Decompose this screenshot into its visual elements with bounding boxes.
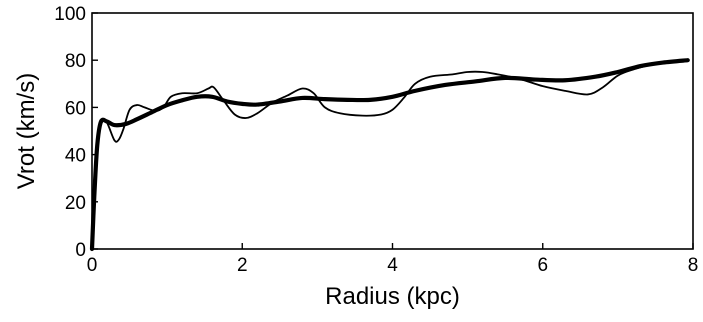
series-line-thin (91, 59, 689, 250)
y-tick-label: 40 (65, 146, 86, 167)
y-tick-label: 60 (65, 98, 86, 119)
data-series-layer (89, 58, 690, 252)
x-tick-label: 6 (537, 255, 548, 276)
y-tick-label: 0 (75, 240, 86, 261)
x-axis-title: Radius (kpc) (325, 283, 460, 310)
y-tick-label: 100 (54, 4, 86, 25)
x-axis-ticks: 0 2 4 6 8 (87, 243, 699, 276)
y-tick-label: 20 (65, 193, 86, 214)
x-tick-label: 4 (387, 255, 398, 276)
x-tick-label: 8 (688, 255, 699, 276)
y-axis-ticks: 0 20 40 60 80 100 (54, 4, 98, 261)
x-tick-label: 2 (237, 255, 248, 276)
y-tick-label: 80 (65, 51, 86, 72)
y-axis-title: Vrot (km/s) (13, 73, 40, 189)
series-line-thick (89, 58, 690, 252)
x-tick-label: 0 (87, 255, 98, 276)
